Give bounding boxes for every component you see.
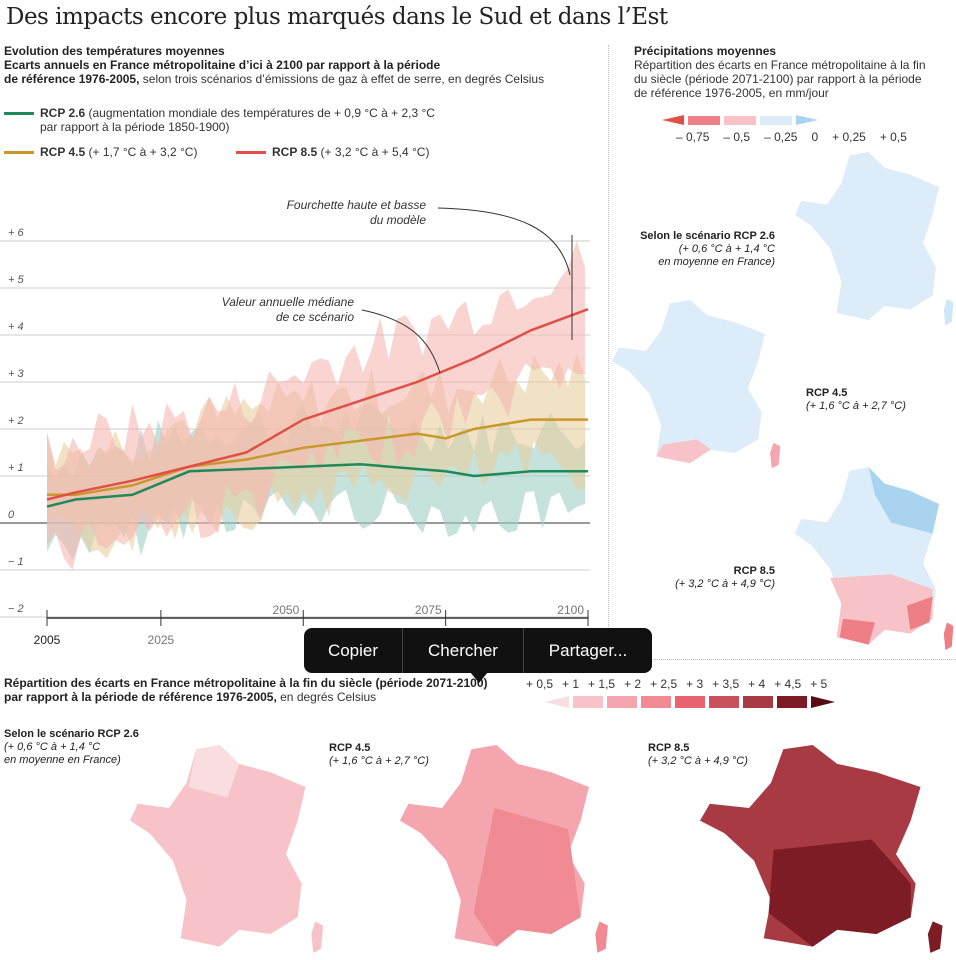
temp-map-rcp26 <box>130 745 324 953</box>
precip-map-rcp85 <box>795 467 954 651</box>
share-menu-item[interactable]: Partager... <box>548 640 628 660</box>
x-tick-label: 2025 <box>148 633 175 647</box>
temperature-heading: Evolution des températures moyennes <box>4 44 225 58</box>
precip-label-rcp26: Selon le scénario RCP 2.6 (+ 0,6 °C à + 1… <box>640 230 775 268</box>
precip-subtitle: Répartition des écarts en France métropo… <box>634 58 926 100</box>
band-RCP85 <box>47 240 586 571</box>
y-tick-label: 0 <box>8 509 15 521</box>
scale-label: + 2 <box>624 677 642 691</box>
legend-swatch <box>236 151 266 154</box>
legend-rcp85: RCP 8.5 (+ 3,2 °C à + 5,4 °C) <box>236 145 429 159</box>
median-line-RCP85 <box>46 307 589 501</box>
context-menu-pointer <box>470 672 488 683</box>
page-title: Des impacts encore plus marqués dans le … <box>6 4 668 30</box>
legend-swatch <box>4 112 34 115</box>
y-tick-label: + 3 <box>8 368 24 380</box>
annotation-median: Valeur annuelle médiane de ce scénario <box>221 295 354 324</box>
scale-swatch <box>675 696 705 708</box>
precip-label-rcp45: RCP 4.5 (+ 1,6 °C à + 2,7 °C) <box>806 387 906 412</box>
temperature-subtitle: Ecarts annuels en France métropolitaine … <box>4 58 545 86</box>
divider <box>608 45 609 657</box>
precip-scale-labels: – 0,75– 0,5– 0,25 0 + 0,25 + 0,5 <box>676 130 907 144</box>
scale-label: + 4 <box>748 677 766 691</box>
precip-scale <box>662 115 818 125</box>
scale-label: + 1 <box>562 677 580 691</box>
precip-label-rcp85: RCP 8.5 (+ 3,2 °C à + 4,9 °C) <box>675 565 775 590</box>
bottom-heading: Répartition des écarts en France métropo… <box>4 676 488 704</box>
scale-swatch <box>709 696 739 708</box>
temp-map-rcp85 <box>700 745 943 953</box>
y-tick-label: − 2 <box>8 603 24 615</box>
temp-scale-labels: + 0,5 + 1 + 1,5 + 2 + 2,5 + 3 + 3,5 + 4 + 4,5 + 5 <box>526 677 827 691</box>
scale-label: + 0,5 <box>526 677 554 691</box>
scale-label: + 4,5 <box>774 677 802 691</box>
y-tick-label: − 1 <box>8 556 24 568</box>
divider <box>608 659 956 660</box>
precip-map-rcp26 <box>795 152 954 326</box>
median-line-RCP26 <box>46 462 588 508</box>
scale-swatch <box>545 696 569 708</box>
scale-swatch <box>811 696 835 708</box>
scale-swatch <box>777 696 807 708</box>
x-tick-label: 2100 <box>557 603 584 617</box>
y-tick-label: + 5 <box>8 274 24 286</box>
scale-label: + 3,5 <box>712 677 740 691</box>
scale-label: + 2,5 <box>650 677 678 691</box>
temp-scale <box>545 696 835 708</box>
temp-label-rcp26: Selon le scénario RCP 2.6 (+ 0,6 °C à + 1… <box>4 728 139 766</box>
temperature-header: Evolution des températures moyennes Ecar… <box>4 44 604 86</box>
legend-rcp45: RCP 4.5 (+ 1,7 °C à + 3,2 °C) <box>4 145 197 159</box>
scale-swatch <box>743 696 773 708</box>
temperature-chart: − 2 − 1 0 + 1 + 2 + 3 + 4 + 5 + 6 2005 2025 2050 207… <box>0 207 590 647</box>
y-tick-label: + 2 <box>8 415 24 427</box>
scale-swatch <box>607 696 637 708</box>
scale-label: + 5 <box>810 677 828 691</box>
precip-header: Précipitations moyennes Répartition des … <box>634 44 954 100</box>
annotation-arrow <box>361 309 441 374</box>
temp-label-rcp45: RCP 4.5 (+ 1,6 °C à + 2,7 °C) <box>329 742 429 767</box>
scale-label: + 1,5 <box>588 677 616 691</box>
median-line-RCP45 <box>47 418 588 497</box>
context-menu: Copier Chercher Partager... <box>304 628 652 673</box>
legend-swatch <box>4 151 34 154</box>
y-tick-label: + 6 <box>8 227 24 239</box>
annotation-arrow <box>437 207 571 276</box>
copy-menu-item[interactable]: Copier <box>304 628 403 673</box>
temp-label-rcp85: RCP 8.5 (+ 3,2 °C à + 4,9 °C) <box>648 742 748 767</box>
precip-map-rcp45 <box>612 300 781 469</box>
scale-swatch <box>641 696 671 708</box>
x-tick-label: 2005 <box>34 633 61 647</box>
x-tick-label: 2050 <box>273 603 300 617</box>
legend-rcp26: RCP 2.6 (augmentation mondiale des tempé… <box>4 106 435 134</box>
scale-swatch <box>573 696 603 708</box>
y-tick-label: + 4 <box>8 321 24 333</box>
y-tick-label: + 1 <box>8 462 24 474</box>
precip-heading: Précipitations moyennes <box>634 44 777 58</box>
scale-label: + 3 <box>686 677 704 691</box>
x-tick-label: 2075 <box>415 603 442 617</box>
search-menu-item[interactable]: Chercher <box>403 628 524 673</box>
annotation-range: Fourchette haute et basse du modèle <box>286 198 426 227</box>
temp-map-rcp45 <box>400 745 608 953</box>
